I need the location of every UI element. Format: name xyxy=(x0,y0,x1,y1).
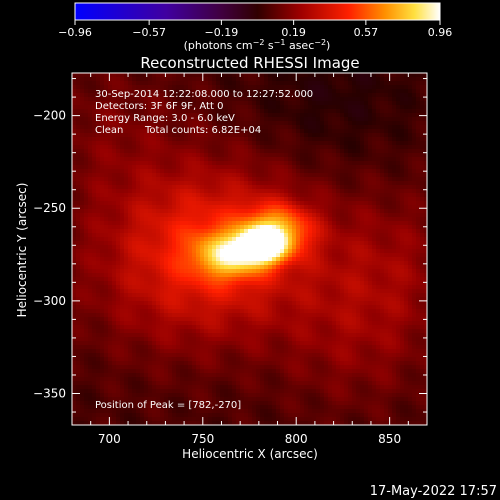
annotation-total-counts: Total counts: 6.82E+04 xyxy=(144,125,261,136)
annotation-peak-position: Position of Peak = [782,-270] xyxy=(95,400,241,411)
x-axis-ticks: 700 750 800 850 xyxy=(90,73,409,446)
colorbar-tick-label: −0.57 xyxy=(132,26,166,39)
chart-title: Reconstructed RHESSI Image xyxy=(140,54,359,72)
y-tick-label: −250 xyxy=(33,201,66,215)
y-axis-ticks: −200 −250 −300 −350 xyxy=(33,78,427,413)
x-axis-label: Heliocentric X (arcsec) xyxy=(182,447,318,461)
y-tick-label: −350 xyxy=(33,387,66,401)
heatmap-image xyxy=(72,73,427,425)
annotation-detectors: Detectors: 3F 6F 9F, Att 0 xyxy=(95,101,223,112)
colorbar-tick-label: 0.19 xyxy=(281,26,306,39)
plot-frame xyxy=(71,72,428,426)
x-tick-label: 750 xyxy=(191,432,214,446)
colorbar-ticks: −0.96 −0.57 −0.19 0.19 0.57 0.96 xyxy=(58,20,452,39)
colorbar xyxy=(74,2,441,21)
colorbar-tick-label: 0.57 xyxy=(354,26,379,39)
colorbar-tick-label: −0.19 xyxy=(205,26,239,39)
y-tick-label: −200 xyxy=(33,109,66,123)
annotation-method: Clean xyxy=(95,125,123,136)
annotation-energy-range: Energy Range: 3.0 - 6.0 keV xyxy=(95,113,235,124)
annotation-time-range: 30-Sep-2014 12:22:08.000 to 12:27:52.000 xyxy=(95,89,313,100)
footer-timestamp: 17-May-2022 17:57 xyxy=(370,484,497,499)
y-axis-label: Heliocentric Y (arcsec) xyxy=(15,183,29,318)
colorbar-unit-label: (photons cm−2 s−1 asec−2) xyxy=(184,38,331,52)
x-tick-label: 700 xyxy=(98,432,121,446)
x-tick-label: 850 xyxy=(378,432,401,446)
colorbar-tick-label: −0.96 xyxy=(58,26,92,39)
x-tick-label: 800 xyxy=(285,432,308,446)
y-tick-label: −300 xyxy=(33,294,66,308)
colorbar-tick-label: 0.96 xyxy=(428,26,453,39)
